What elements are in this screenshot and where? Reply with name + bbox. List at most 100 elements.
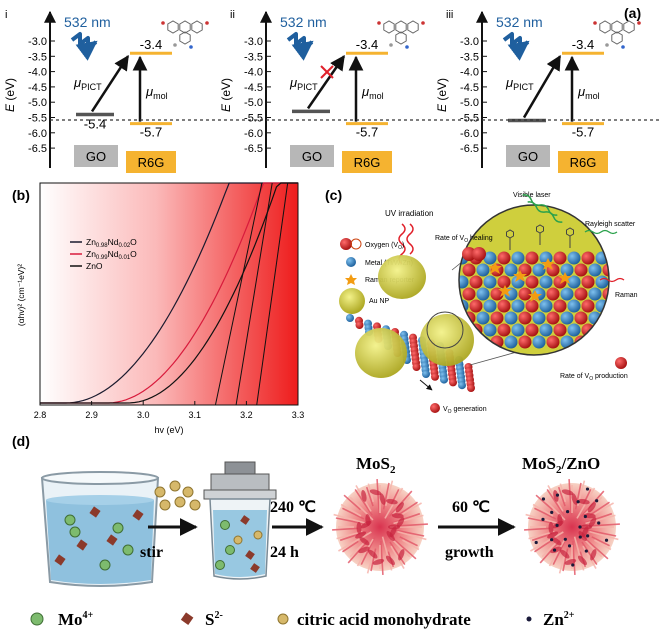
s-ion — [240, 515, 250, 525]
zoom-atom — [574, 287, 588, 301]
s-ion — [132, 509, 144, 521]
raman-reporter — [541, 258, 555, 270]
petal-detail — [359, 537, 370, 546]
zoom-atom — [490, 287, 504, 301]
petal — [349, 541, 366, 558]
petal — [340, 503, 362, 517]
energy-tick-label: -5.0 — [28, 97, 47, 109]
zoom-atom — [504, 263, 518, 277]
petal — [572, 540, 576, 575]
zoom-atom — [525, 275, 539, 289]
zoom-inset — [458, 204, 610, 356]
petal — [332, 527, 359, 531]
reporter-molecule — [566, 227, 574, 237]
zoom-atom — [525, 299, 539, 313]
lattice-atom — [458, 381, 466, 390]
mo-ion — [220, 520, 230, 530]
zn-dot — [534, 540, 538, 545]
zoom-atom — [546, 287, 560, 301]
homo-value: -5.7 — [572, 125, 594, 140]
lumo-value: -3.4 — [356, 37, 378, 52]
petal-detail — [571, 493, 578, 505]
petal — [382, 482, 390, 510]
zoom-atom — [588, 335, 602, 349]
petal-detail — [355, 531, 367, 539]
petal-detail — [590, 549, 597, 561]
go-label: GO — [86, 149, 106, 164]
energy-tick-label: -3.0 — [28, 36, 47, 48]
zoom-atom — [483, 299, 497, 313]
petal — [342, 507, 365, 520]
zoom-atom — [504, 335, 518, 349]
r6g-label: R6G — [570, 155, 597, 170]
wavelength-label: 532 nm — [280, 14, 327, 30]
mo-ion — [225, 545, 235, 555]
mos2-nanoflower — [332, 479, 428, 575]
energy-axis-label: E (eV) — [3, 78, 17, 112]
zoom-atom — [602, 287, 609, 301]
zoom-atom — [588, 263, 602, 277]
zn-dot — [578, 525, 582, 529]
energy-tick-label: -3.5 — [28, 51, 47, 63]
r6g-box — [558, 151, 608, 173]
r6g-box — [342, 151, 392, 173]
rayleigh-wave — [584, 229, 618, 235]
zoom-atom — [546, 335, 560, 349]
lumo-value: -3.4 — [572, 37, 594, 52]
tangent-line — [256, 182, 289, 406]
zoom-atom — [595, 275, 609, 289]
zoom-atom — [469, 299, 483, 313]
panel-a-label: (a) — [624, 5, 641, 21]
citric-particle — [189, 499, 201, 511]
au-nanoparticle — [355, 328, 407, 378]
x-tick-label: 3.0 — [137, 410, 150, 420]
zn-dot — [565, 510, 570, 514]
petal-detail — [551, 537, 562, 546]
x-tick-label: 3.3 — [292, 410, 305, 420]
zoom-atom — [476, 263, 490, 277]
zoom-atom — [497, 275, 511, 289]
petal-detail — [578, 531, 587, 542]
petal — [393, 529, 425, 537]
zoom-atom — [462, 263, 476, 277]
energy-diagram-ii: ii -3.0 -3.5 -4.0 -4.5 -5.0 -5.5 -6.0 -6.5 E (eV)… — [219, 9, 425, 173]
zoom-atom — [539, 275, 553, 289]
petal — [524, 527, 551, 531]
energy-tick-label: -6.0 — [460, 128, 479, 140]
panel-d: (d) stir 240 ℃ 24 h MoS2 — [12, 433, 620, 629]
citric-legend: citric acid monohydrate — [297, 610, 471, 629]
tangent-line — [214, 182, 263, 406]
beaker — [40, 471, 160, 587]
petal — [546, 489, 565, 516]
energy-tick-label: -3.0 — [460, 36, 479, 48]
growth-label: growth — [445, 544, 494, 561]
zn-dot — [571, 563, 575, 567]
zoom-atom — [483, 323, 497, 337]
petal — [356, 538, 374, 567]
energy-tick-label: -6.5 — [28, 143, 47, 155]
zoom-atom — [553, 251, 567, 265]
oxygen-legend-icon — [340, 238, 352, 250]
energy-tick-label: -4.0 — [460, 67, 479, 79]
citric-particle — [154, 486, 166, 498]
au-nanoparticle — [420, 314, 474, 366]
zn-dot — [578, 535, 582, 539]
petal — [562, 548, 569, 572]
petal — [557, 486, 566, 507]
petal-detail — [391, 513, 404, 519]
molecule-icon — [377, 20, 425, 49]
energy-tick-label: -4.5 — [28, 82, 47, 94]
zoom-atom — [483, 275, 497, 289]
petal — [399, 536, 418, 547]
citric-particle — [233, 535, 243, 545]
energy-axis-label: E (eV) — [219, 78, 233, 112]
petal-detail — [395, 502, 404, 513]
production-label: Rate of VO production — [560, 373, 628, 382]
go-value: -5.4 — [84, 116, 106, 131]
petal — [589, 523, 620, 527]
lattice-atom — [467, 384, 475, 392]
temp2-label: 60 ℃ — [452, 499, 490, 516]
healing-label: Rate of VO healing — [435, 235, 493, 244]
